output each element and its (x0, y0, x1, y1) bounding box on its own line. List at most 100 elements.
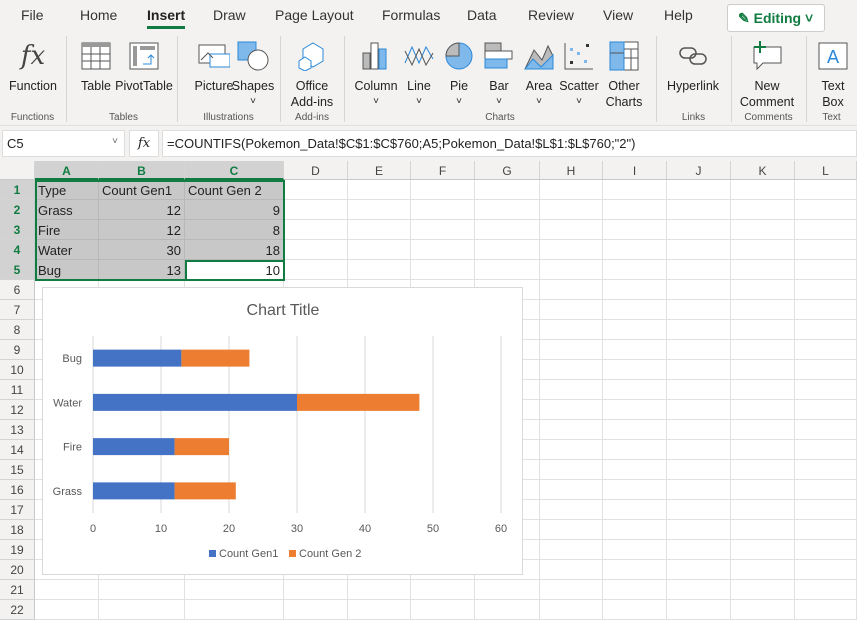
cell[interactable] (731, 320, 795, 340)
cell[interactable] (795, 340, 857, 360)
row-header[interactable]: 19 (0, 540, 35, 560)
row-header[interactable]: 20 (0, 560, 35, 580)
bar-button[interactable]: Bar ˅ (483, 38, 515, 110)
cell[interactable] (411, 200, 475, 220)
row-header[interactable]: 22 (0, 600, 35, 620)
cell[interactable] (667, 220, 731, 240)
cell[interactable] (475, 580, 540, 600)
cell[interactable] (540, 500, 603, 520)
cell[interactable] (603, 360, 667, 380)
row-header[interactable]: 2 (0, 200, 35, 220)
cell[interactable] (795, 500, 857, 520)
cell[interactable] (603, 540, 667, 560)
cell[interactable] (731, 400, 795, 420)
cell[interactable] (540, 600, 603, 620)
cell[interactable] (284, 240, 348, 260)
cell[interactable] (540, 360, 603, 380)
cell[interactable] (731, 600, 795, 620)
cell[interactable] (667, 440, 731, 460)
cell[interactable] (667, 340, 731, 360)
cell[interactable] (284, 220, 348, 240)
cell[interactable] (348, 180, 411, 200)
cell[interactable] (731, 500, 795, 520)
cell[interactable] (667, 200, 731, 220)
cell[interactable] (475, 600, 540, 620)
cell[interactable] (667, 260, 731, 280)
row-header[interactable]: 4 (0, 240, 35, 260)
row-header[interactable]: 18 (0, 520, 35, 540)
cell[interactable] (284, 180, 348, 200)
cell[interactable] (603, 200, 667, 220)
cell[interactable] (475, 220, 540, 240)
tab-view[interactable]: View (603, 7, 634, 23)
cell[interactable] (475, 240, 540, 260)
chart[interactable]: Chart Title 0 10 20 30 40 50 60 Grass Fire Water Bu… (42, 287, 523, 575)
cell[interactable] (540, 540, 603, 560)
column-button[interactable]: Column ˅ (353, 38, 399, 110)
row-header[interactable]: 12 (0, 400, 35, 420)
column-header[interactable]: J (667, 161, 731, 180)
cell[interactable] (731, 220, 795, 240)
cell[interactable] (603, 600, 667, 620)
cell[interactable] (667, 460, 731, 480)
cell[interactable] (795, 400, 857, 420)
text-box-button[interactable]: A Text Box (815, 38, 851, 110)
cell[interactable]: Type (35, 180, 99, 200)
cell[interactable] (348, 200, 411, 220)
cell[interactable]: 12 (99, 220, 185, 240)
cell[interactable] (603, 340, 667, 360)
cell[interactable] (667, 520, 731, 540)
cell[interactable] (540, 240, 603, 260)
cell[interactable] (603, 500, 667, 520)
row-header[interactable]: 1 (0, 180, 35, 200)
shapes-button[interactable]: Shapes ˅ (231, 38, 275, 110)
cell[interactable] (411, 600, 475, 620)
cell[interactable] (731, 200, 795, 220)
cell[interactable] (795, 460, 857, 480)
cell[interactable] (540, 580, 603, 600)
new-comment-button[interactable]: New Comment (735, 38, 799, 110)
cell[interactable] (795, 440, 857, 460)
cell[interactable]: Fire (35, 220, 99, 240)
pivottable-button[interactable]: PivotTable (114, 38, 174, 94)
cell[interactable] (411, 220, 475, 240)
column-header[interactable]: I (603, 161, 667, 180)
cell[interactable] (667, 180, 731, 200)
cell[interactable] (540, 560, 603, 580)
cell[interactable] (667, 400, 731, 420)
row-header[interactable]: 8 (0, 320, 35, 340)
cell[interactable] (731, 480, 795, 500)
cell[interactable] (795, 280, 857, 300)
cell[interactable] (603, 280, 667, 300)
cell[interactable]: 12 (99, 200, 185, 220)
tab-help[interactable]: Help (664, 7, 693, 23)
name-box[interactable]: C5 ˅ (2, 130, 125, 157)
tab-file[interactable]: File (21, 7, 44, 23)
cell[interactable]: 9 (185, 200, 284, 220)
cell[interactable] (731, 440, 795, 460)
cell[interactable] (540, 480, 603, 500)
tab-review[interactable]: Review (528, 7, 574, 23)
cell[interactable] (603, 400, 667, 420)
tab-insert[interactable]: Insert (147, 7, 186, 29)
cell[interactable] (540, 300, 603, 320)
row-header[interactable]: 17 (0, 500, 35, 520)
cell[interactable] (795, 240, 857, 260)
row-header[interactable]: 7 (0, 300, 35, 320)
cell[interactable] (411, 180, 475, 200)
tab-data[interactable]: Data (467, 7, 497, 23)
row-header[interactable]: 5 (0, 260, 35, 280)
cell[interactable] (540, 260, 603, 280)
cell[interactable] (603, 260, 667, 280)
cell[interactable] (475, 200, 540, 220)
cell[interactable] (185, 600, 284, 620)
column-header[interactable]: D (284, 161, 348, 180)
cell[interactable] (348, 580, 411, 600)
cell[interactable] (475, 260, 540, 280)
cell[interactable] (667, 420, 731, 440)
cell[interactable] (284, 600, 348, 620)
row-header[interactable]: 13 (0, 420, 35, 440)
cell[interactable] (411, 260, 475, 280)
cell[interactable] (603, 240, 667, 260)
select-all-corner[interactable] (0, 161, 35, 180)
